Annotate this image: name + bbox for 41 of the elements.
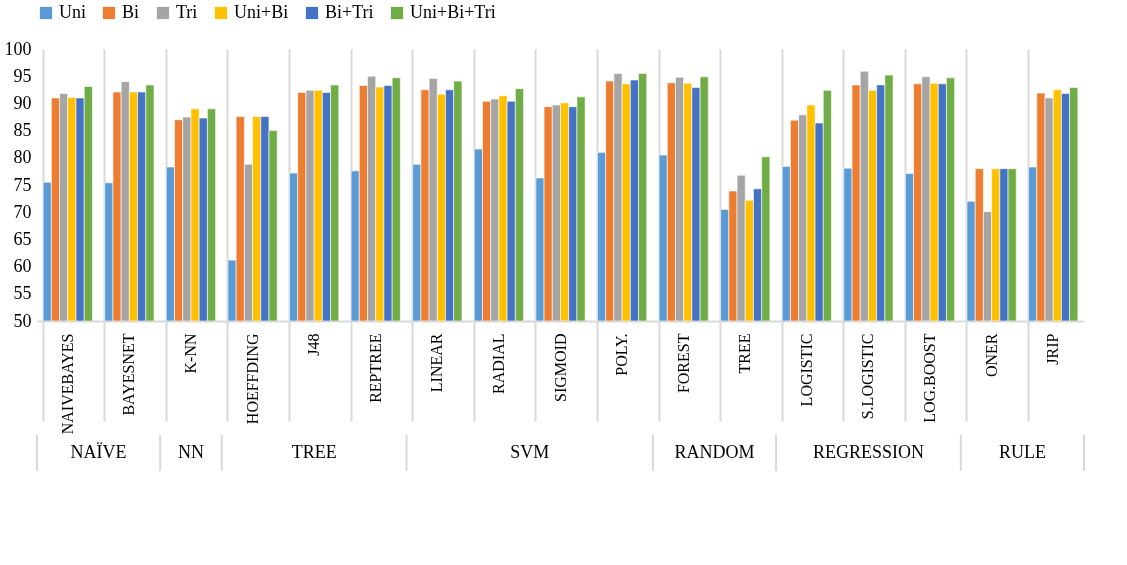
x-tick-label: SIGMOID [551,333,569,402]
y-tick-label: 55 [13,283,32,304]
y-tick-label: 70 [13,201,32,222]
x-tick-label: TREE [736,333,754,374]
text: NAÏVE [70,442,127,462]
text: NN [177,442,204,462]
y-tick-label: 80 [13,147,32,168]
x-tick-label: J48 [305,333,323,356]
text: TREE [291,442,337,462]
x-tick-label: LOGISTIC [797,333,815,407]
legend-label: Bi [122,2,140,22]
y-tick-label: 90 [13,92,32,113]
y-tick-label: 50 [13,310,32,331]
y-tick-label: 65 [13,228,32,249]
x-tick-label: LINEAR [428,333,446,393]
text: RANDOM [674,442,755,462]
legend-label: Uni+Bi [234,2,289,22]
legend-label: Uni+Bi+Tri [410,2,496,22]
legend-label: Bi+Tri [325,2,374,22]
x-tick-label: RADIAL [489,333,507,394]
y-tick-label: 95 [13,65,32,86]
text: SVM [510,442,550,462]
y-tick-label: 75 [13,174,32,195]
x-tick-label: HOEFFDING [243,333,261,425]
x-tick-label: POLY. [613,333,631,376]
y-tick-label: 85 [13,120,32,141]
text: RULE [998,442,1046,462]
x-tick-label: REPTREE [366,333,384,403]
x-tick-label: K-NN [181,333,199,374]
x-tick-label: ONER [982,333,1000,378]
y-tick-label: 60 [13,256,32,277]
x-tick-label: NAIVEBAYES [58,333,76,435]
x-tick-label: JRIP [1044,333,1062,365]
legend-label: Uni [59,2,86,22]
x-tick-label: LOG.BOOST [921,333,939,423]
y-tick-label: 100 [4,38,32,59]
x-tick-label: S.LOGISTIC [859,333,877,420]
x-tick-label: FOREST [674,333,692,394]
x-tick-label: BAYESNET [120,333,138,416]
text: REGRESSION [812,442,924,462]
legend-label: Tri [176,2,198,22]
